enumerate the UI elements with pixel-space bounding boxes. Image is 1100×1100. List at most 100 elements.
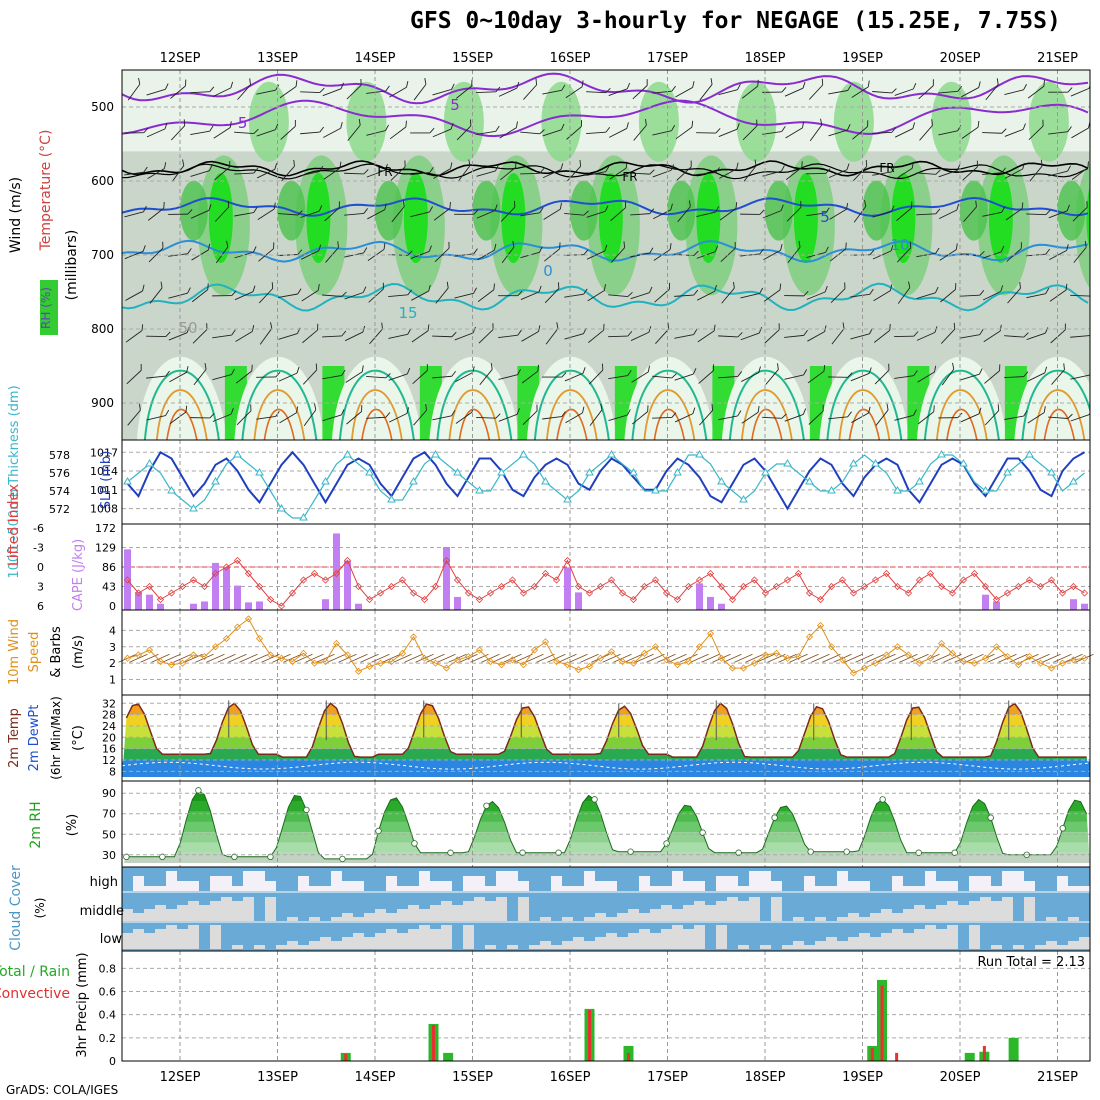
wind-barb	[523, 78, 538, 100]
thickness-point-4	[167, 486, 176, 494]
cloud-cell-1-32	[474, 897, 485, 921]
wind-barb	[410, 206, 433, 218]
wind-barb	[828, 124, 851, 137]
bottom-date-label-1: 13SEP	[257, 1070, 298, 1085]
wind-barb	[586, 87, 611, 94]
wind-barb-flag	[186, 326, 190, 333]
lifted-index-point-1	[134, 589, 143, 597]
precip-ytick-3: 0.6	[99, 986, 117, 999]
rh-core-mid-5	[696, 173, 721, 263]
wind-barb	[608, 330, 633, 338]
cloud-cell-2-23	[375, 933, 386, 949]
wind-barb-shaft	[608, 414, 628, 421]
thickness-point-76	[959, 459, 968, 467]
cloud-cell-1-21	[353, 917, 364, 921]
wind-barb-shaft	[212, 87, 232, 97]
wind-barb-flag	[207, 283, 209, 290]
wind-barb-flag	[319, 87, 325, 93]
wind-barb-flag	[1023, 84, 1027, 91]
wind-barb-shaft	[301, 289, 319, 302]
wind-barb	[476, 125, 500, 135]
wind-barb-flag	[908, 281, 911, 288]
bottom-date-label-7: 19SEP	[842, 1070, 883, 1085]
wind-barb-flag	[274, 123, 279, 130]
wind-barb-shaft	[740, 293, 760, 299]
wind-barb-flag	[143, 127, 149, 134]
cloud-cell-1-29	[441, 901, 452, 921]
wind-barb-flag	[468, 159, 471, 166]
temp-label-b: 2m DewPt	[27, 705, 42, 772]
wind-barb-shaft	[1071, 167, 1089, 180]
wind-barb-shaft	[960, 373, 980, 381]
wind-barb-shaft	[500, 167, 516, 181]
wind-barb	[762, 204, 784, 219]
wind-barb	[347, 118, 361, 141]
cloud-cell-2-38	[540, 941, 551, 949]
wind10m-point-52	[695, 643, 704, 651]
wind-barb-flag	[977, 120, 980, 128]
wind-barb	[630, 286, 653, 300]
wind-barb-flag	[693, 289, 699, 296]
wind-barb-shaft	[960, 294, 980, 297]
wind-barb-shaft	[982, 211, 1002, 217]
wind-barb-shaft	[630, 292, 650, 300]
wind10m-point-77	[970, 659, 979, 667]
cloud-cell-0-74	[936, 881, 947, 891]
cloud-cell-1-79	[991, 901, 1002, 921]
wind-barb	[1029, 159, 1043, 182]
cloud-cell-2-48	[650, 933, 661, 949]
wind-barb-shaft	[193, 369, 207, 386]
wind-barb	[828, 84, 852, 95]
wind-barb-shaft	[895, 167, 913, 180]
rh-core-mid-8	[988, 173, 1013, 263]
wind-barb	[500, 200, 516, 222]
precip-label: 3hr Precip (mm)	[75, 952, 90, 1057]
wind-barb-shaft	[190, 417, 210, 419]
wind-barb-shaft	[961, 126, 979, 139]
wind-barb	[894, 122, 916, 138]
cloud-cell-1-8	[210, 901, 221, 921]
temp-contour-bl-a-2	[350, 389, 403, 440]
wind-barb	[1071, 161, 1089, 180]
cloud-cell-2-10	[232, 945, 243, 949]
cloud-cell-0-36	[518, 881, 529, 891]
wind-barb-shaft	[432, 335, 452, 338]
cloud-cell-2-66	[848, 937, 859, 949]
wind-barb-shaft	[762, 416, 782, 419]
lifted-index-point-33	[486, 589, 495, 597]
wind-barb-flag	[847, 372, 853, 378]
rh-contour-bl-0	[143, 369, 220, 440]
wind-barb	[1005, 202, 1024, 221]
wind-barb-shaft	[875, 409, 889, 426]
wind-barb-shaft	[346, 85, 362, 100]
wind-barb	[850, 288, 874, 298]
wind-barb	[127, 403, 141, 426]
wind10m-point-35	[508, 656, 517, 664]
wind-barb-shaft	[1048, 131, 1068, 135]
wind-barb	[586, 244, 608, 260]
wind-barb	[542, 84, 566, 95]
wind-barb-flag	[338, 201, 340, 208]
wind-barb-flag	[690, 160, 692, 167]
wind-barb-shaft	[146, 335, 166, 338]
wind-barb-shaft	[236, 410, 252, 426]
cape-ytick-1: 43	[102, 581, 116, 594]
wind10m-barb-53	[701, 653, 720, 663]
slp-ytick-left-1: 574	[49, 485, 70, 498]
wind-barb-flag	[515, 161, 517, 168]
cloud-cell-1-3	[155, 905, 166, 921]
cape-bar-53	[707, 596, 714, 610]
wind-barb-shaft	[147, 207, 165, 221]
cloud-cell-2-56	[738, 945, 749, 949]
wind-ytick-0: 1	[109, 674, 116, 687]
cloud-cell-1-72	[914, 905, 925, 921]
wind-barb-shaft	[278, 333, 298, 340]
wind-barb-shaft	[894, 375, 914, 379]
cloud-cell-0-19	[331, 871, 342, 891]
wind10m-point-79	[992, 643, 1001, 651]
cloud-cell-1-69	[881, 909, 892, 921]
wind-barb-flag	[226, 240, 229, 248]
wind-barb-shaft	[498, 334, 518, 339]
rh-point-72	[555, 849, 562, 856]
